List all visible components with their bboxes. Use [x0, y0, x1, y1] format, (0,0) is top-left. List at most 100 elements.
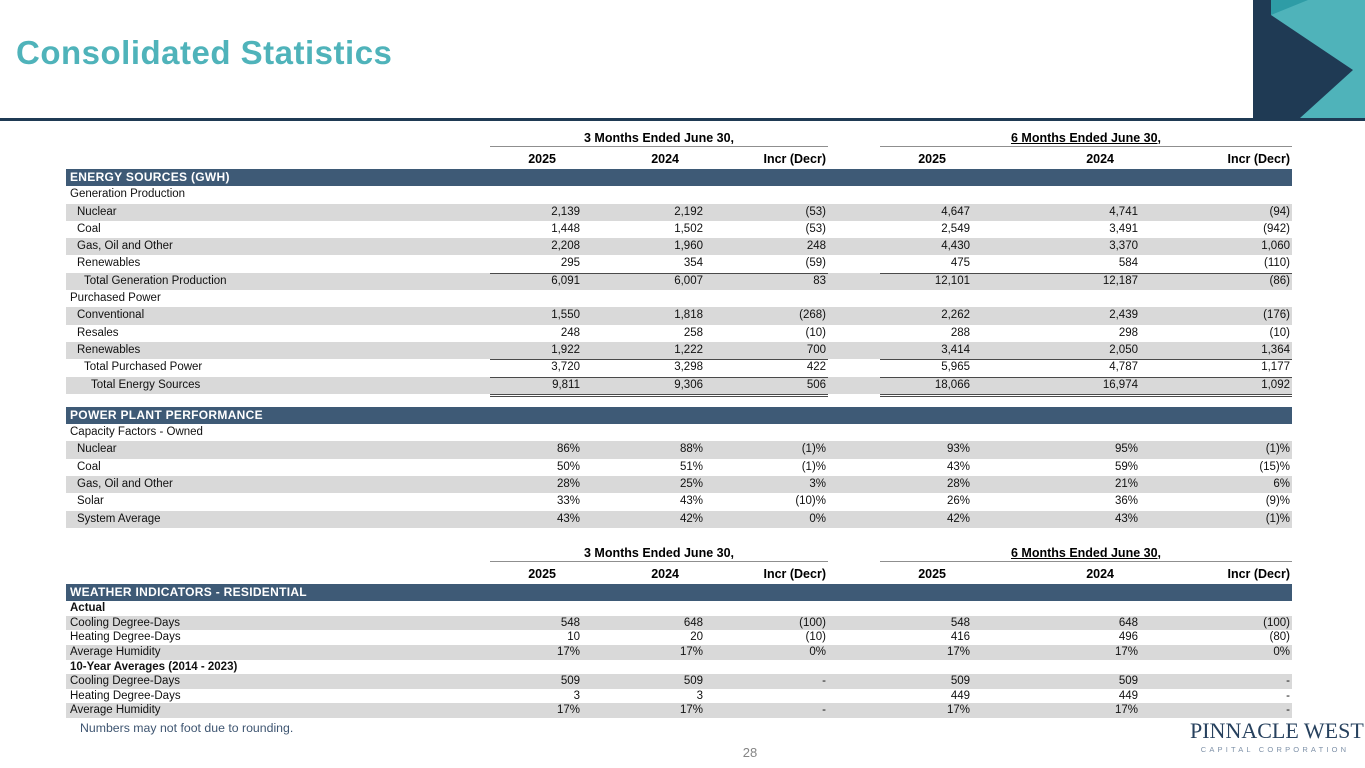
value-cell: 1,502	[674, 222, 703, 235]
value-cell: 416	[950, 631, 970, 644]
value-cell	[582, 660, 705, 675]
footnote: Numbers may not foot due to rounding.	[80, 721, 294, 735]
value-cell: 3,370	[1109, 240, 1138, 253]
value-cell: (94)	[1269, 205, 1290, 218]
value-cell: 10	[567, 631, 580, 644]
row-label: Actual	[70, 602, 106, 615]
row-label: Heating Degree-Days	[70, 689, 181, 702]
column-gap	[828, 342, 880, 360]
value-cell: 2,050	[972, 342, 1140, 361]
value-cell: 1,960	[674, 240, 703, 253]
value-cell: 3%	[809, 478, 826, 491]
column-header: 2025	[918, 566, 946, 581]
value-cell: 26%	[946, 495, 970, 508]
row-label: Heating Degree-Days	[70, 631, 181, 644]
column-header-row: 2025 2024 Incr (Decr) 2025 2024 Incr (Decr)	[66, 562, 1292, 584]
table-row: Total Energy Sources 9,811 9,306 506 18,066 1…	[66, 376, 1292, 397]
section-gap	[66, 528, 1292, 541]
row-label: Resales	[77, 326, 119, 339]
row-label: Purchased Power	[70, 292, 161, 305]
table-row: 10-Year Averages (2014 - 2023)	[66, 660, 1292, 675]
column-gap	[828, 689, 880, 704]
column-gap	[828, 204, 880, 221]
value-cell: 9,306	[582, 377, 705, 397]
column-gap	[828, 493, 880, 510]
value-cell: (9)%	[1265, 495, 1290, 508]
value-cell: 0%	[1273, 646, 1290, 659]
row-label: Coal	[77, 460, 101, 473]
value-cell: 449	[950, 689, 970, 702]
table-row: Cooling Degree-Days 509 509 - 509 509 -	[66, 674, 1292, 689]
value-cell: 2,192	[674, 205, 703, 218]
value-cell: 5,965	[880, 359, 972, 378]
value-cell: 4,647	[941, 205, 970, 218]
logo-name-text: PINNACLE WEST	[1190, 718, 1364, 743]
value-cell: 1,222	[582, 342, 705, 361]
value-cell: (100)	[1263, 616, 1290, 629]
value-cell: -	[822, 675, 826, 688]
column-gap	[828, 238, 880, 255]
value-cell: 2,208	[551, 240, 580, 253]
page-number: 28	[742, 745, 758, 760]
value-cell: 354	[582, 255, 705, 274]
row-label: Gas, Oil and Other	[77, 240, 173, 253]
column-header: Incr (Decr)	[763, 566, 826, 581]
row-label: Coal	[77, 222, 101, 235]
table-row: Purchased Power	[66, 290, 1292, 307]
value-cell: 3,720	[490, 359, 582, 378]
table-row: Conventional 1,550 1,818 (268) 2,262 2,439 (17…	[66, 307, 1292, 325]
table-row: Generation Production	[66, 186, 1292, 203]
value-cell: 3,414	[880, 342, 972, 361]
value-cell: (53)	[805, 222, 826, 235]
value-cell	[582, 186, 705, 203]
column-gap	[828, 476, 880, 493]
row-label: System Average	[77, 512, 161, 525]
value-cell: (86)	[1269, 274, 1290, 287]
value-cell: -	[1286, 704, 1290, 717]
column-gap	[828, 703, 880, 718]
table-row: Total Generation Production 6,091 6,007 83 1…	[66, 272, 1292, 291]
value-cell: 17%	[946, 646, 970, 659]
value-cell	[490, 186, 582, 203]
value-cell: 86%	[556, 443, 580, 456]
header-divider-line	[0, 118, 1365, 121]
value-cell: 43%	[946, 460, 970, 473]
table-row: Coal 50% 51% (1)% 43% 59% (15)%	[66, 459, 1292, 476]
column-gap	[828, 186, 880, 203]
table-row: System Average 43% 42% 0% 42% 43% (1)%	[66, 510, 1292, 528]
column-gap	[828, 660, 880, 675]
value-cell: 506	[705, 377, 828, 397]
column-gap	[828, 255, 880, 273]
value-cell: 2,139	[551, 205, 580, 218]
value-cell	[972, 424, 1140, 441]
table-row: Solar 33% 43% (10)% 26% 36% (9)%	[66, 493, 1292, 510]
column-gap	[828, 630, 880, 645]
value-cell: (1)%	[801, 460, 826, 473]
value-cell: -	[1286, 675, 1290, 688]
value-cell: 17%	[946, 704, 970, 717]
value-cell: (1)%	[1265, 512, 1290, 525]
row-label: Average Humidity	[70, 646, 161, 659]
column-header: 2024	[1086, 152, 1114, 166]
value-cell	[705, 660, 828, 675]
value-cell: 50%	[556, 460, 580, 473]
column-gap	[828, 511, 880, 528]
corner-decoration-graphic	[1253, 0, 1365, 118]
value-cell: (10)	[805, 326, 826, 339]
table-row: Heating Degree-Days 10 20 (10) 416 496 (80)	[66, 630, 1292, 645]
column-gap	[828, 601, 880, 616]
value-cell: 1,448	[551, 222, 580, 235]
value-cell: (1)%	[1265, 443, 1290, 456]
value-cell	[490, 601, 582, 616]
value-cell: 95%	[1114, 443, 1138, 456]
value-cell: 648	[1118, 616, 1138, 629]
value-cell	[972, 601, 1140, 616]
value-cell: 4,787	[972, 359, 1140, 378]
row-label: Conventional	[77, 309, 145, 322]
value-cell	[1140, 424, 1292, 441]
column-gap	[828, 616, 880, 631]
value-cell: 248	[806, 240, 826, 253]
value-cell: 12,187	[1102, 274, 1138, 287]
row-label: Total Purchased Power	[84, 361, 203, 374]
row-label: Generation Production	[70, 188, 186, 201]
